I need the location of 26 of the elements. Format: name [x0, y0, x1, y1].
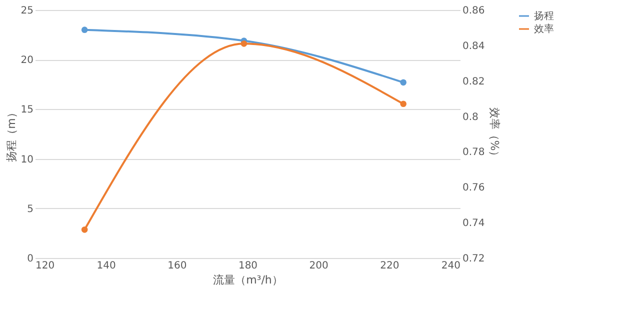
legend-label: 效率 — [534, 23, 554, 35]
y-axis-title: 扬程（m） — [4, 107, 18, 162]
y-tick-label: 0 — [27, 254, 34, 264]
x-tick-label: 180 — [238, 260, 258, 272]
x-axis-title: 流量（m³/h） — [213, 274, 283, 286]
x-tick-label: 120 — [36, 260, 55, 272]
y2-axis-title: 效率（%） — [488, 107, 501, 162]
y-tick-label: 15 — [20, 104, 34, 116]
x-tick-label: 220 — [380, 260, 400, 272]
y2-tick-label: 0.84 — [462, 40, 485, 52]
y2-tick-label: 0.78 — [462, 147, 485, 158]
y-tick-label: 10 — [20, 154, 34, 166]
y2-tick-label: 0.82 — [462, 76, 485, 88]
y2-tick-label: 0.86 — [462, 6, 485, 16]
legend-label: 扬程 — [534, 10, 554, 22]
x-tick-label: 200 — [309, 260, 328, 272]
y-tick-label: 25 — [20, 6, 34, 16]
y-tick-label: 20 — [20, 55, 34, 66]
y2-tick-label: 0.74 — [462, 218, 485, 230]
y-tick-label: 5 — [27, 204, 34, 215]
x-tick-label: 240 — [441, 260, 460, 272]
x-tick-label: 140 — [96, 260, 116, 272]
y2-tick-label: 0.76 — [462, 182, 485, 194]
y2-tick-label: 0.8 — [462, 112, 478, 123]
x-tick-label: 160 — [168, 260, 187, 272]
y2-tick-label: 0.72 — [462, 254, 485, 264]
